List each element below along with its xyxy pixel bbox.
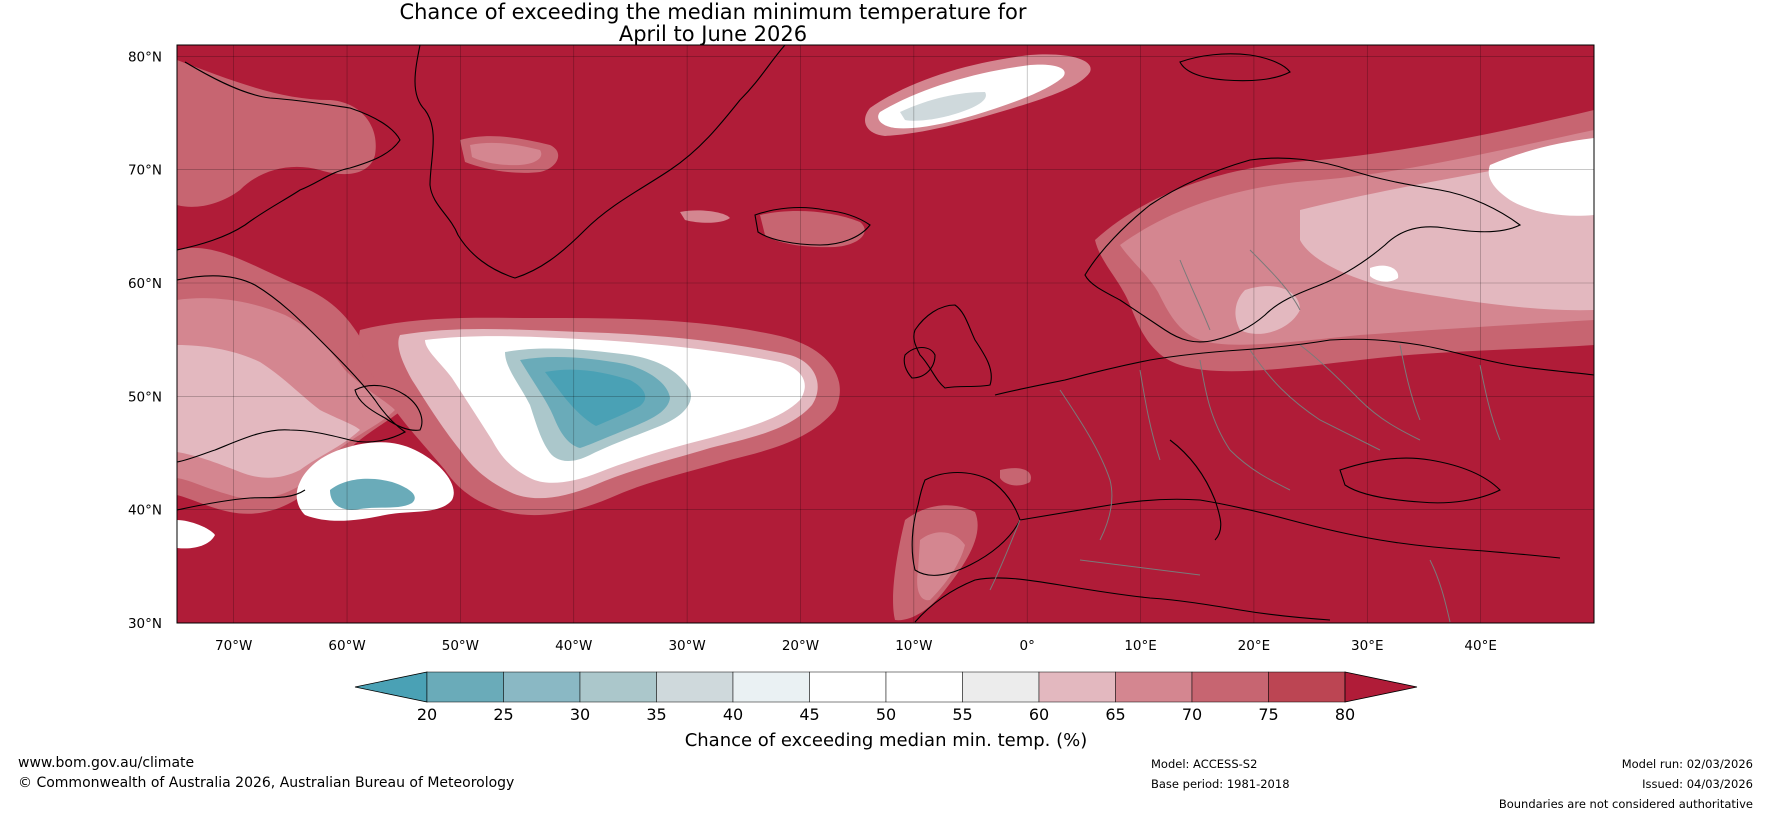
- colorbar-tick-label: 55: [952, 705, 972, 724]
- lat-tick-label: 80°N: [128, 49, 162, 65]
- lon-tick-label: 70°W: [215, 638, 252, 654]
- lat-tick-label: 70°N: [128, 163, 162, 179]
- map-title-line2: April to June 2026: [618, 22, 808, 46]
- shading-newfoundland-blue: [330, 478, 415, 510]
- coast-scandinavia: [1084, 157, 1522, 343]
- lon-tick-label: 10°W: [895, 638, 932, 654]
- colorbar-segment: [1191, 671, 1269, 703]
- colorbar-segment: [426, 671, 504, 703]
- colorbar-tick-label: 50: [876, 705, 896, 724]
- shading-biscay-70: [1000, 468, 1031, 486]
- graticule: [177, 45, 1594, 623]
- colorbar-segment: [1038, 671, 1116, 703]
- shading-russia-60b: [1235, 286, 1300, 334]
- lon-tick-label: 0°: [1020, 638, 1035, 654]
- map-frame: [176, 44, 1595, 624]
- issued-text: Issued: 04/03/2026: [1642, 777, 1753, 791]
- coast-mediterranean: [1019, 498, 1561, 559]
- shading-iberia-65: [917, 532, 965, 601]
- country-borders: [989, 249, 1501, 623]
- shading-russia-white: [1488, 138, 1594, 216]
- shading-greenland-east-65: [470, 142, 542, 166]
- coast-us-east: [177, 489, 306, 511]
- colorbar-tick-label: 25: [493, 705, 513, 724]
- shading-iceland-70: [760, 210, 865, 248]
- colorbar-tick-label: 40: [723, 705, 743, 724]
- coast-greenland: [414, 45, 786, 279]
- colorbar-tick-label: 75: [1258, 705, 1278, 724]
- lon-tick-label: 20°W: [782, 638, 819, 654]
- colorbar-segment: [809, 671, 887, 703]
- shading-karelia-white: [1370, 265, 1399, 282]
- colorbar-tick-label: 70: [1182, 705, 1202, 724]
- colorbar-tick-label: 60: [1029, 705, 1049, 724]
- lat-tick-label: 60°N: [128, 276, 162, 292]
- colorbar-segment: [732, 671, 810, 703]
- colorbar-over-arrow: [1344, 671, 1418, 703]
- shading-canada-60: [177, 345, 360, 478]
- longitude-labels: 70°W 60°W 50°W 40°W 30°W 20°W 10°W 0° 10°E 20°E 30…: [215, 638, 1497, 654]
- anomaly-shading: [177, 54, 1594, 621]
- shading-atlantic-25: [545, 369, 646, 426]
- colorbar-segment: [885, 671, 963, 703]
- lon-tick-label: 40°W: [555, 638, 592, 654]
- lon-tick-label: 40°E: [1464, 638, 1496, 654]
- coast-ireland: [903, 346, 936, 379]
- coast-labrador: [177, 275, 407, 463]
- copyright-text: © Commonwealth of Australia 2026, Austra…: [18, 775, 515, 791]
- lat-tick-label: 50°N: [128, 389, 162, 405]
- coast-europe: [994, 338, 1594, 396]
- colorbar-tick-label: 45: [799, 705, 819, 724]
- website-link[interactable]: www.bom.gov.au/climate: [18, 755, 195, 771]
- colorbar-segment: [962, 671, 1040, 703]
- model-text: Model: ACCESS-S2: [1151, 757, 1258, 771]
- colorbar-tick-label: 65: [1105, 705, 1125, 724]
- lon-tick-label: 10°E: [1124, 638, 1156, 654]
- shading-svalbard-blue: [900, 92, 986, 121]
- colorbar-segment: [1268, 671, 1346, 703]
- colorbar-segment: [579, 671, 657, 703]
- shading-greenland-west-70: [177, 60, 376, 207]
- colorbar: 20 25 30 35 40 45 50 55 60 65 70 75 80 Chance of exce…: [354, 671, 1418, 751]
- lon-tick-label: 20°E: [1238, 638, 1270, 654]
- coast-iberia: [911, 472, 1021, 576]
- map-title-line1: Chance of exceeding the median minimum t…: [399, 0, 1027, 24]
- coast-italy: [1169, 439, 1222, 541]
- colorbar-under-arrow: [354, 671, 428, 703]
- coast-uk: [913, 304, 992, 389]
- coast-black-sea: [1339, 457, 1501, 504]
- colorbar-segment: [656, 671, 734, 703]
- colorbar-tick-label: 35: [646, 705, 666, 724]
- coast-newfoundland: [354, 384, 423, 431]
- lat-tick-label: 30°N: [128, 616, 162, 632]
- colorbar-segment: [1115, 671, 1193, 703]
- coast-svalbard: [1179, 53, 1291, 82]
- base-period-text: Base period: 1981-2018: [1151, 777, 1290, 791]
- coast-baffin: [177, 61, 401, 251]
- lon-tick-label: 30°W: [668, 638, 705, 654]
- colorbar-tick-label: 80: [1335, 705, 1355, 724]
- coastlines: [177, 45, 1594, 623]
- colorbar-tick-label: 20: [417, 705, 437, 724]
- lat-tick-label: 40°N: [128, 503, 162, 519]
- colorbar-label: Chance of exceeding median min. temp. (%…: [685, 730, 1088, 751]
- lon-tick-label: 30°E: [1351, 638, 1383, 654]
- shading-grey-1: [177, 520, 215, 549]
- coast-iceland: [754, 206, 871, 246]
- lon-tick-label: 60°W: [328, 638, 365, 654]
- colorbar-segment: [503, 671, 581, 703]
- model-run-text: Model run: 02/03/2026: [1621, 757, 1753, 771]
- coast-africa: [914, 577, 1331, 623]
- disclaimer-text: Boundaries are not considered authoritat…: [1498, 797, 1753, 811]
- lon-tick-label: 50°W: [442, 638, 479, 654]
- shading-faroes-65: [680, 210, 730, 223]
- colorbar-tick-label: 30: [570, 705, 590, 724]
- latitude-labels: 80°N 70°N 60°N 50°N 40°N 30°N: [128, 49, 162, 632]
